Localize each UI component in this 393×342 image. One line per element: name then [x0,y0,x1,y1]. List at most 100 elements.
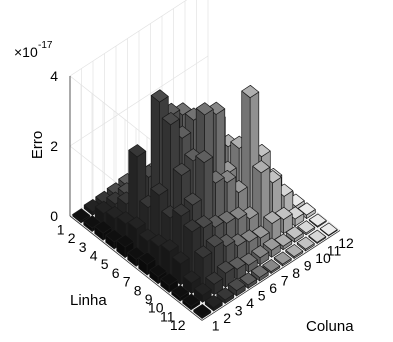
bar-face-top [183,219,202,233]
bar-face-top [285,226,304,240]
bar-face-top [205,271,224,285]
bar [273,251,292,267]
z-tick-label: 4 [50,68,58,84]
bar-face-top [241,84,260,99]
bar [296,236,315,252]
bar [308,229,327,244]
bar-face-top [217,210,236,224]
row-axis-line [69,215,203,321]
bar-face-top [160,238,179,253]
bar-face-top [171,284,190,298]
exponent-base: ×10 [14,44,38,60]
row-tick-label: 12 [170,317,186,333]
bar [262,259,281,274]
bar-face-top [263,210,282,224]
col-tick-label: 12 [338,235,354,251]
z-tick-label: 0 [50,208,58,224]
bar-face-top [229,206,248,220]
row-tick-label: 6 [112,265,120,281]
bar-face-top [161,112,180,126]
bar-face-top [262,237,281,251]
bar-face-top [171,251,190,265]
bar [251,245,270,266]
bar [193,282,212,303]
col-tick-label: 11 [327,243,342,259]
bar-face-top [182,293,201,307]
bar [204,294,223,312]
bar-face-top [227,278,246,292]
bar-face-top [94,220,113,234]
axis-lines [69,76,341,321]
bar-face-top [128,144,147,158]
y-axis-label: Coluna [306,318,354,335]
col-tick-label: 9 [304,258,312,274]
bar-face-top [252,160,271,174]
col-tick-label: 6 [269,280,277,296]
bar [193,304,212,319]
bar-face-top [228,256,247,270]
bar-face-top [308,213,327,227]
bar-face-top [297,220,316,234]
bar-face-top [296,236,315,250]
bar-face-top [194,215,213,229]
row-tick-label: 10 [148,300,164,316]
col-tick-label: 8 [292,265,300,281]
x-axis-label: Linha [70,292,107,309]
row-tick-label: 7 [123,274,131,290]
bar [160,272,179,293]
bar-face-top [319,222,338,236]
col-tick-label: 1 [212,318,220,334]
bar [308,213,327,228]
bar-face-top [204,294,223,308]
z-tick-label: 2 [50,138,58,154]
bar-face-top [239,272,258,286]
bar-face-top [127,216,146,230]
bar [263,210,282,242]
row-tick-label: 1 [57,221,65,237]
row-tick-label: 4 [90,247,98,263]
bar [262,237,281,258]
row-tick-label: 2 [68,230,76,246]
bar-face-top [216,260,235,274]
bar-face-top [172,162,191,176]
bars [72,84,338,319]
col-tick-label: 4 [246,295,254,311]
bar [239,272,258,289]
col-tick-label: 3 [235,303,243,319]
bar [297,220,316,236]
bar-face-top [183,192,202,206]
col-tick-label: 10 [315,250,331,266]
bar-face-top [274,233,293,247]
bar-face-top [205,234,224,248]
bar-face-top [150,89,169,103]
bar-face-top [195,102,214,116]
bar-face-top [195,149,214,164]
bar-face-top [150,182,169,196]
exponent-power: -17 [38,40,53,51]
bar [227,278,246,297]
bar [127,216,146,251]
bar-face-top [72,208,91,222]
bar-face-top [138,251,157,265]
bar-face-top [182,270,201,284]
bar [182,293,201,311]
col-tick-label: 5 [258,288,266,304]
bar-face-top [274,206,293,220]
bar-face-top [285,244,304,258]
bar [72,208,91,224]
bar-face-top [193,304,212,318]
bar-face-top [251,225,270,239]
bar-face-top [193,282,212,296]
bar-face-top [194,245,213,259]
bar [319,222,338,237]
bar-face-top [172,203,191,217]
bar-face-top [308,229,327,243]
z-axis-label: Erro [29,131,46,159]
bar [285,226,304,243]
bar [182,270,201,294]
row-tick-label: 3 [79,239,87,255]
bar-face-top [149,263,168,278]
bar-face-top [262,259,281,273]
